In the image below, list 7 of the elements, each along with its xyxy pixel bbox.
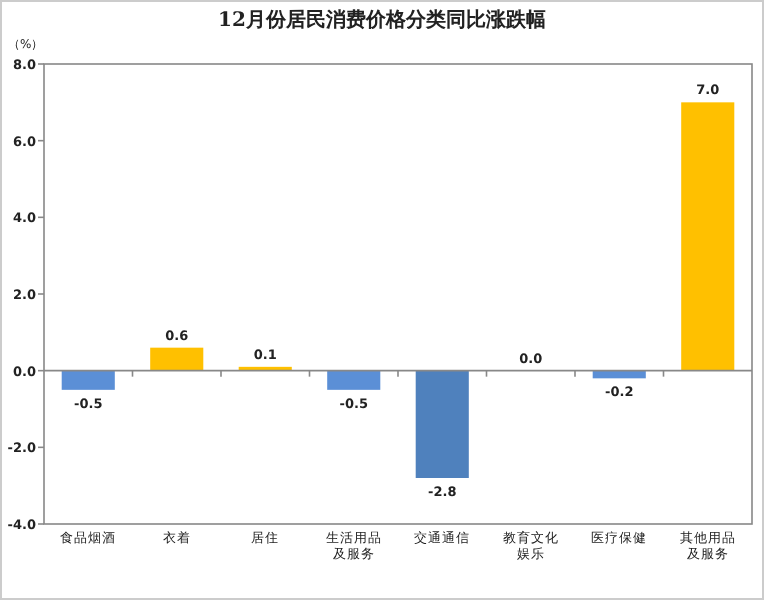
bar — [681, 102, 735, 371]
bar — [415, 370, 469, 478]
bar — [592, 370, 646, 379]
bar — [150, 347, 204, 371]
chart-title: 12月份居民消费价格分类同比涨跌幅 — [218, 8, 546, 32]
bar — [327, 370, 381, 390]
bar — [61, 370, 115, 390]
